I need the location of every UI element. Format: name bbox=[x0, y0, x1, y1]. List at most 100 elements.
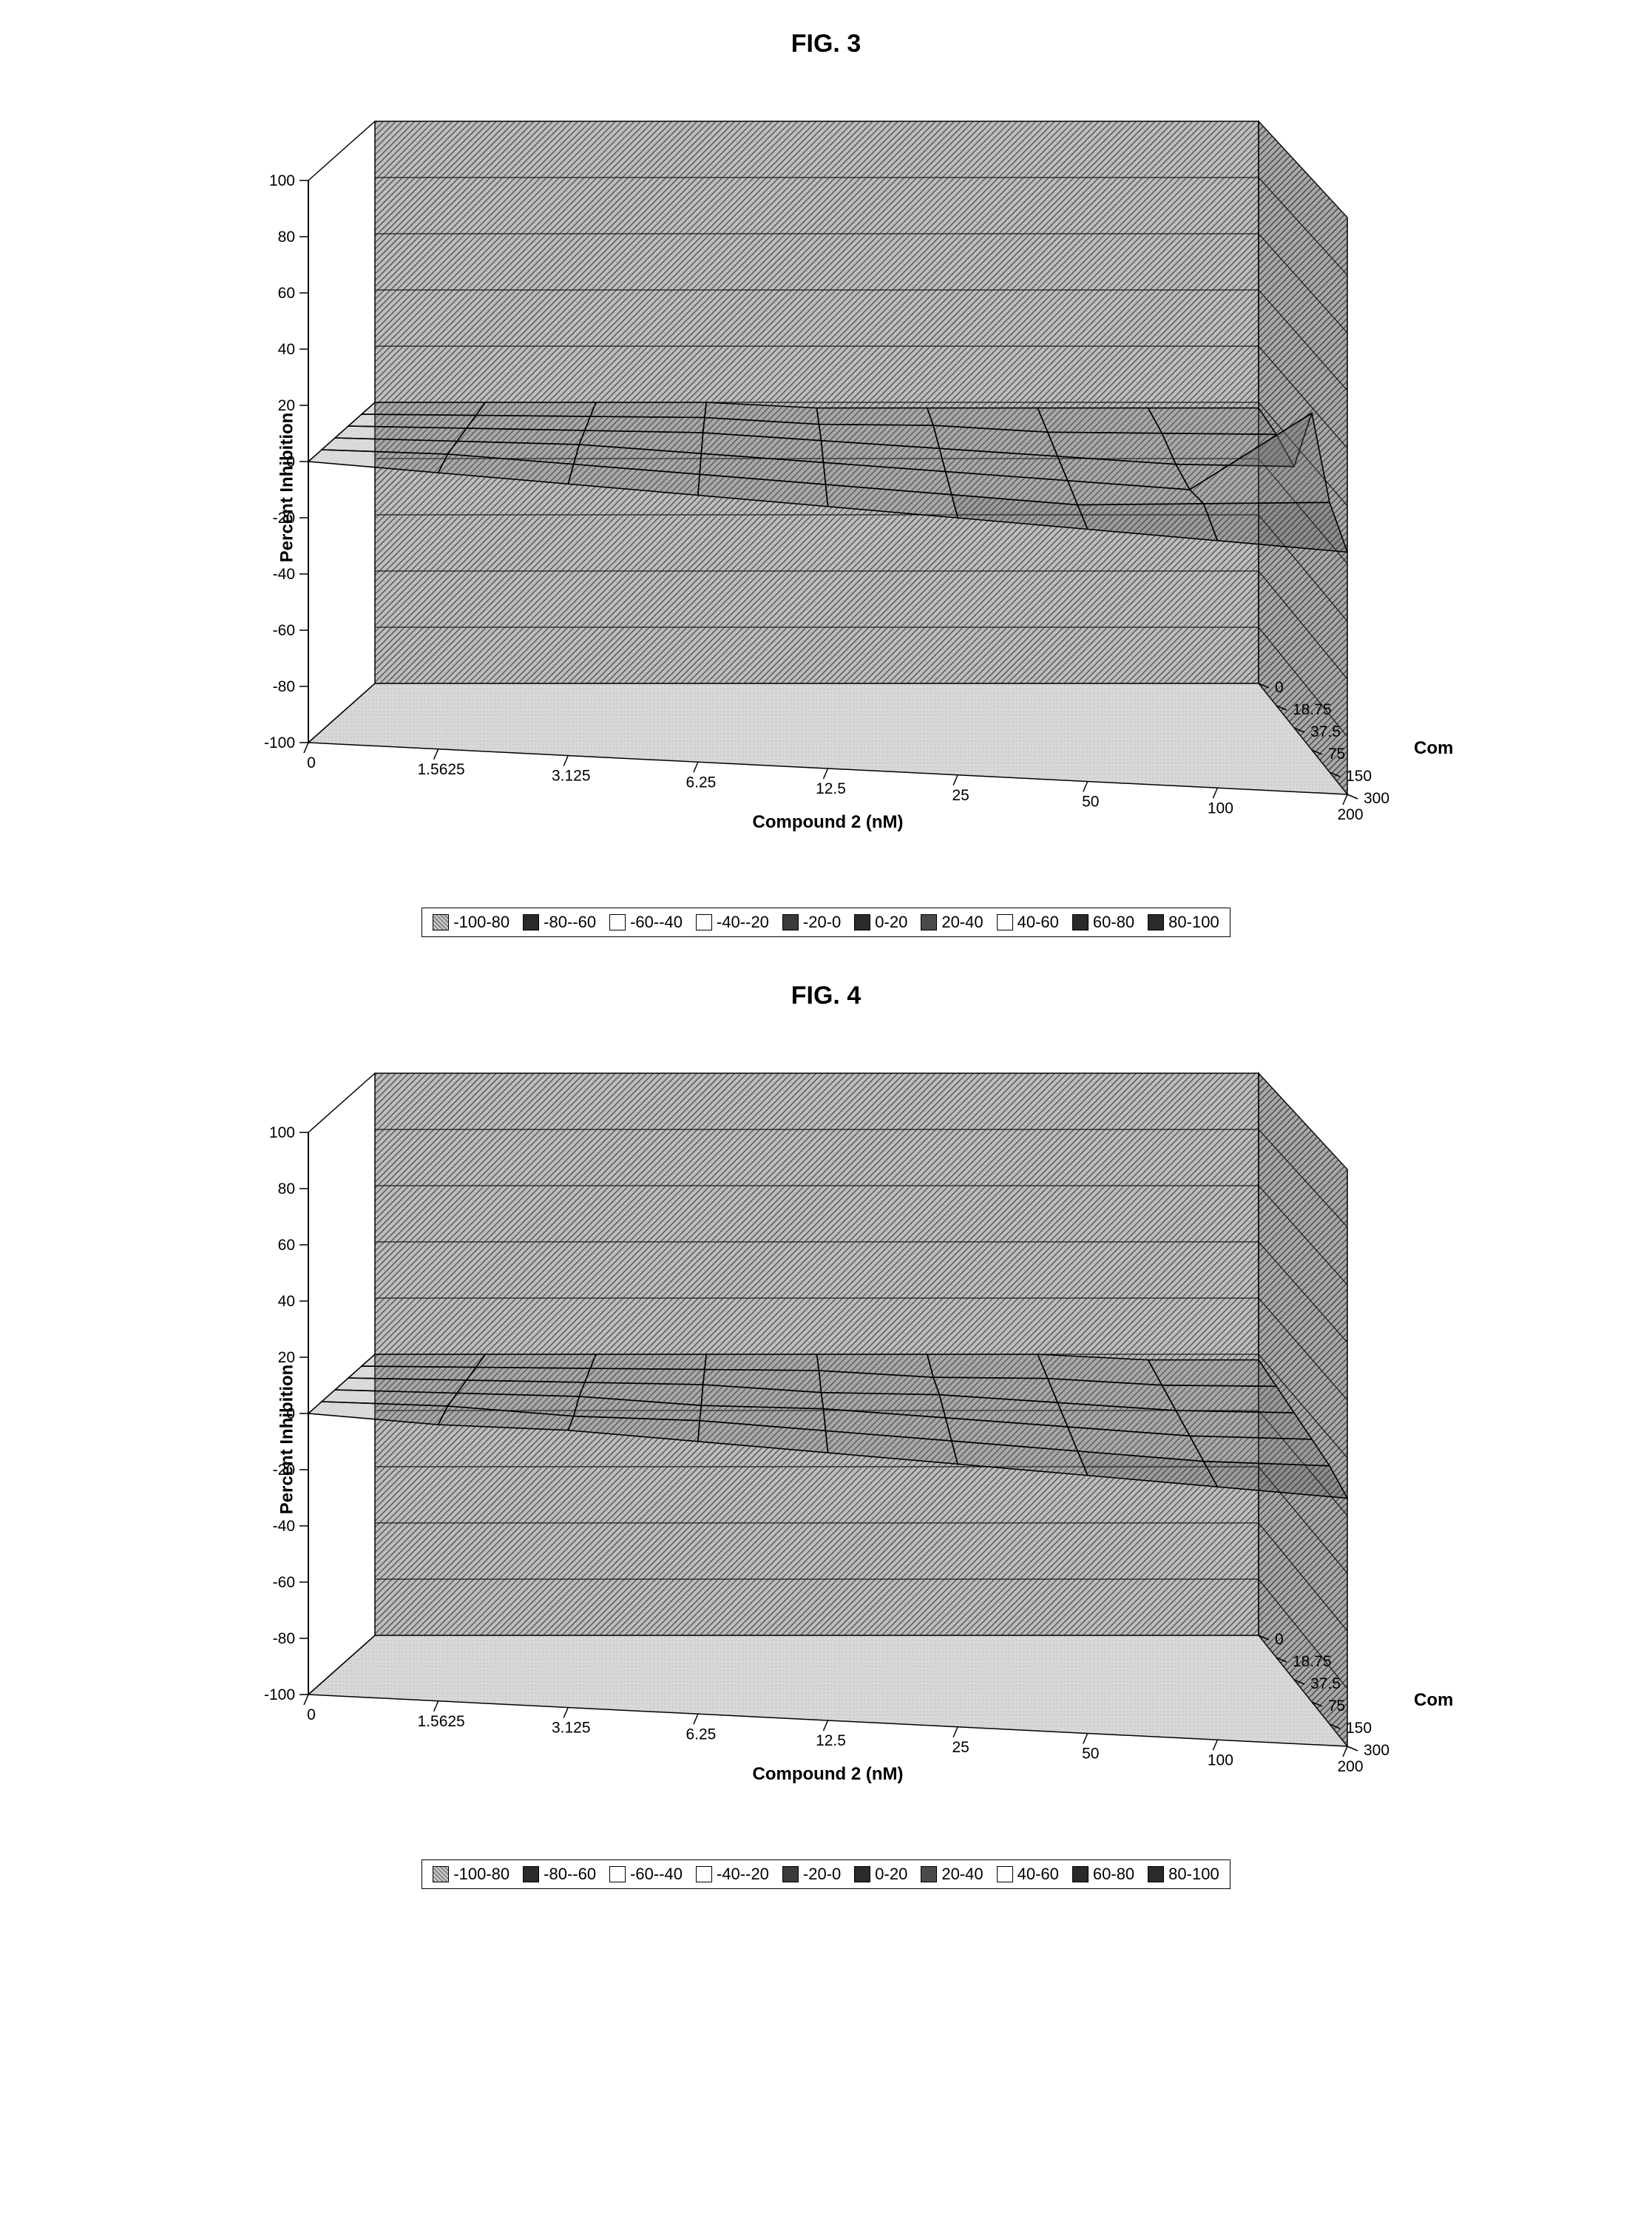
z-axis-label: Percent Inhibition bbox=[277, 1365, 297, 1515]
legend-swatch bbox=[1148, 1866, 1164, 1882]
legend-item: -80--60 bbox=[523, 1865, 596, 1884]
legend-label: -80--60 bbox=[544, 913, 596, 932]
legend-swatch bbox=[1148, 914, 1164, 930]
legend-item: 20-40 bbox=[921, 913, 983, 932]
legend-swatch bbox=[523, 914, 539, 930]
svg-text:300: 300 bbox=[1364, 790, 1389, 807]
legend-swatch bbox=[921, 914, 937, 930]
legend-swatch bbox=[782, 1866, 799, 1882]
legend-label: 0-20 bbox=[875, 1865, 907, 1884]
legend-label: -20-0 bbox=[803, 913, 841, 932]
svg-text:80: 80 bbox=[278, 1180, 295, 1197]
svg-text:100: 100 bbox=[269, 1124, 295, 1141]
svg-text:60: 60 bbox=[278, 285, 295, 302]
legend-item: -20-0 bbox=[782, 1865, 841, 1884]
svg-text:75: 75 bbox=[1328, 1697, 1345, 1715]
svg-text:0: 0 bbox=[307, 754, 316, 771]
legend-item: 0-20 bbox=[854, 913, 907, 932]
legend-swatch bbox=[609, 1866, 626, 1882]
svg-text:0: 0 bbox=[1275, 1631, 1284, 1648]
svg-text:300: 300 bbox=[1364, 1742, 1389, 1759]
legend-item: 20-40 bbox=[921, 1865, 983, 1884]
svg-text:18.75: 18.75 bbox=[1293, 1653, 1332, 1670]
svg-text:100: 100 bbox=[1208, 800, 1233, 817]
legend-swatch bbox=[696, 1866, 712, 1882]
svg-text:200: 200 bbox=[1337, 806, 1363, 823]
svg-text:150: 150 bbox=[1346, 768, 1372, 785]
legend-label: -40--20 bbox=[717, 913, 769, 932]
svg-text:1.5625: 1.5625 bbox=[418, 761, 465, 778]
svg-text:12.5: 12.5 bbox=[816, 780, 846, 797]
legend-label: 60-80 bbox=[1093, 913, 1134, 932]
legend-item: -60--40 bbox=[609, 1865, 683, 1884]
legend-label: -100-80 bbox=[453, 913, 510, 932]
legend-label: -40--20 bbox=[717, 1865, 769, 1884]
svg-text:3.125: 3.125 bbox=[552, 1720, 591, 1737]
svg-text:-100: -100 bbox=[264, 1686, 295, 1703]
legend-item: 80-100 bbox=[1148, 1865, 1219, 1884]
svg-text:-40: -40 bbox=[273, 1518, 295, 1535]
legend-item: -40--20 bbox=[696, 1865, 769, 1884]
svg-text:-80: -80 bbox=[273, 678, 295, 695]
fig3-svg: -100-80-60-40-2002040608010001.56253.125… bbox=[197, 81, 1455, 894]
fig4-chart-wrap: Percent Inhibition -100-80-60-40-2002040… bbox=[197, 1033, 1455, 1846]
svg-text:-80: -80 bbox=[273, 1630, 295, 1647]
legend-item: -100-80 bbox=[433, 913, 510, 932]
legend-item: 80-100 bbox=[1148, 913, 1219, 932]
legend-item: 40-60 bbox=[997, 913, 1059, 932]
svg-text:25: 25 bbox=[952, 787, 969, 804]
svg-text:100: 100 bbox=[1208, 1751, 1233, 1769]
legend-label: -20-0 bbox=[803, 1865, 841, 1884]
svg-text:50: 50 bbox=[1082, 794, 1099, 811]
legend-item: -100-80 bbox=[433, 1865, 510, 1884]
legend-item: 40-60 bbox=[997, 1865, 1059, 1884]
fig3-legend: -100-80 -80--60 -60--40 -40--20 -20-0 0-20 20-… bbox=[422, 908, 1230, 937]
legend-item: -20-0 bbox=[782, 913, 841, 932]
svg-text:0: 0 bbox=[1275, 679, 1284, 696]
z-axis-label: Percent Inhibition bbox=[277, 413, 297, 563]
svg-text:60: 60 bbox=[278, 1237, 295, 1254]
svg-text:37.5: 37.5 bbox=[1310, 1675, 1341, 1692]
svg-text:40: 40 bbox=[278, 1293, 295, 1310]
legend-item: -80--60 bbox=[523, 913, 596, 932]
svg-text:20: 20 bbox=[278, 1349, 295, 1366]
figure-title: FIG. 3 bbox=[791, 30, 861, 58]
legend-swatch bbox=[921, 1866, 937, 1882]
legend-label: 60-80 bbox=[1093, 1865, 1134, 1884]
legend-item: -40--20 bbox=[696, 913, 769, 932]
legend-swatch bbox=[854, 914, 870, 930]
svg-text:18.75: 18.75 bbox=[1293, 701, 1332, 718]
svg-text:3.125: 3.125 bbox=[552, 768, 591, 785]
legend-item: -60--40 bbox=[609, 913, 683, 932]
svg-text:1.5625: 1.5625 bbox=[418, 1713, 465, 1730]
svg-text:6.25: 6.25 bbox=[685, 1726, 716, 1743]
legend-swatch bbox=[782, 914, 799, 930]
svg-text:Compound O (nM): Compound O (nM) bbox=[1414, 738, 1455, 758]
legend-label: -80--60 bbox=[544, 1865, 596, 1884]
legend-item: 60-80 bbox=[1072, 913, 1134, 932]
legend-label: 80-100 bbox=[1168, 1865, 1219, 1884]
legend-swatch bbox=[433, 1866, 449, 1882]
fig4-svg: -100-80-60-40-2002040608010001.56253.125… bbox=[197, 1033, 1455, 1846]
legend-label: 20-40 bbox=[941, 1865, 983, 1884]
fig4-legend: -100-80 -80--60 -60--40 -40--20 -20-0 0-20 20-… bbox=[422, 1859, 1230, 1889]
legend-label: -60--40 bbox=[630, 913, 683, 932]
svg-text:100: 100 bbox=[269, 172, 295, 189]
legend-item: 0-20 bbox=[854, 1865, 907, 1884]
legend-label: 40-60 bbox=[1018, 913, 1059, 932]
svg-text:40: 40 bbox=[278, 341, 295, 358]
svg-text:0: 0 bbox=[307, 1706, 316, 1723]
legend-label: -100-80 bbox=[453, 1865, 510, 1884]
svg-text:37.5: 37.5 bbox=[1310, 723, 1341, 740]
svg-text:25: 25 bbox=[952, 1739, 969, 1756]
svg-text:Compound 2 (nM): Compound 2 (nM) bbox=[753, 1764, 904, 1784]
legend-label: 0-20 bbox=[875, 913, 907, 932]
svg-text:-60: -60 bbox=[273, 1574, 295, 1591]
svg-text:Compound O (nM): Compound O (nM) bbox=[1414, 1690, 1455, 1710]
legend-swatch bbox=[1072, 1866, 1089, 1882]
figure-3: FIG. 3 Percent Inhibition -100-80-60-40-… bbox=[197, 30, 1455, 937]
legend-swatch bbox=[854, 1866, 870, 1882]
legend-swatch bbox=[609, 914, 626, 930]
svg-text:80: 80 bbox=[278, 229, 295, 246]
svg-text:50: 50 bbox=[1082, 1746, 1099, 1763]
